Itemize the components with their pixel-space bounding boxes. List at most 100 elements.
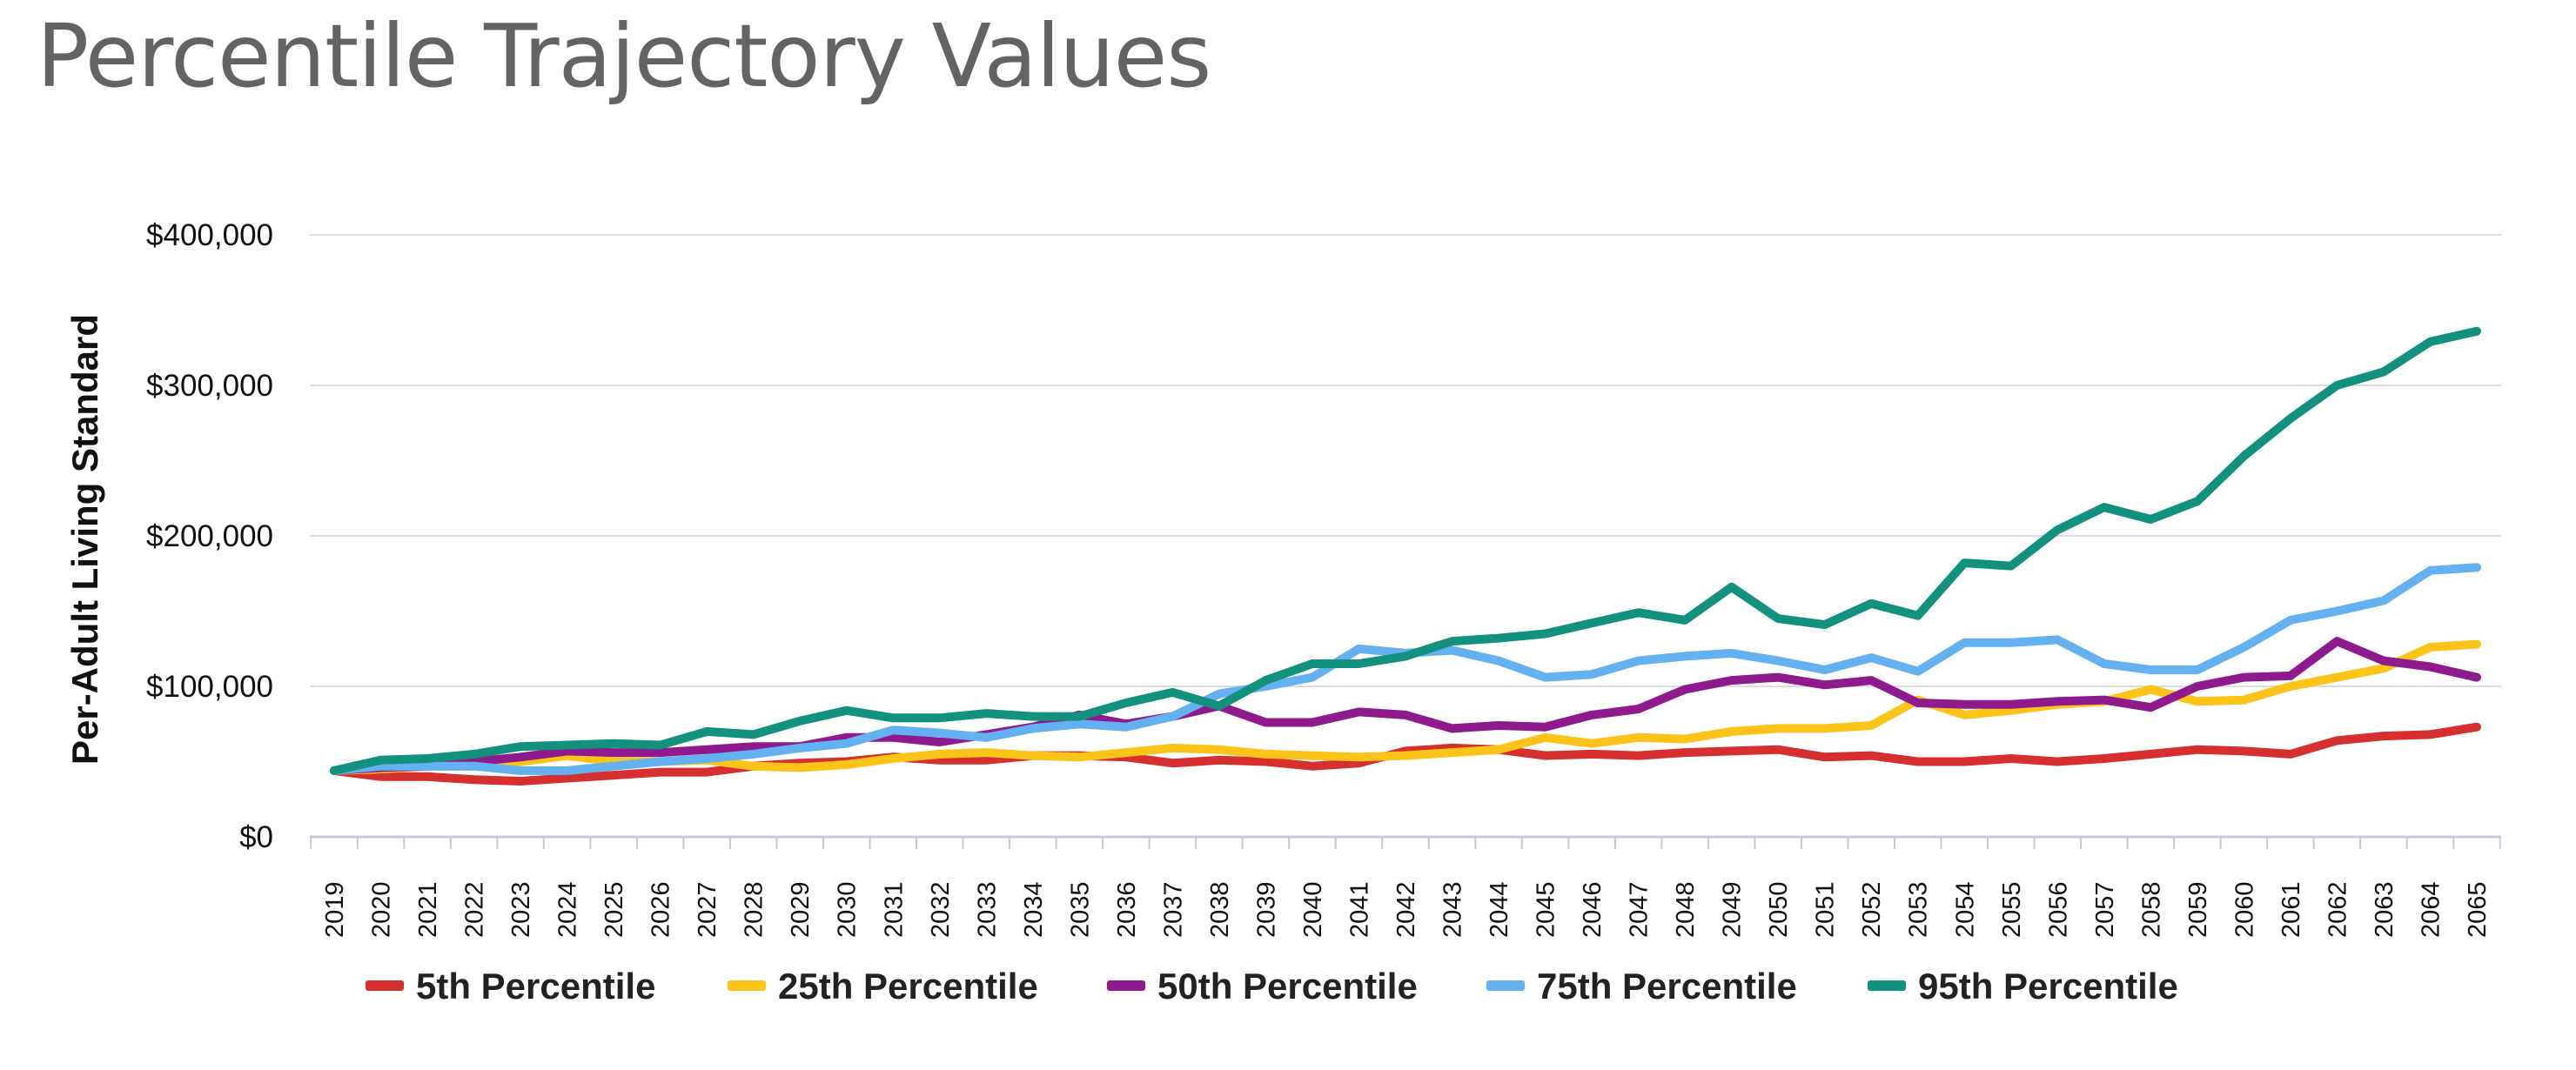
- data-point: [1356, 661, 1362, 666]
- data-point: [1077, 713, 1083, 719]
- data-point: [1403, 752, 1408, 759]
- data-point: [1170, 745, 1176, 751]
- legend-item[interactable]: 25th Percentile: [728, 966, 1038, 1006]
- x-tick-label: 2026: [647, 881, 675, 938]
- x-tick-label: 2024: [554, 881, 582, 938]
- data-point: [378, 757, 384, 763]
- data-point: [2474, 328, 2479, 334]
- data-point: [1868, 752, 1875, 759]
- data-point: [890, 727, 896, 733]
- x-tick-label: 2025: [600, 881, 628, 938]
- data-point: [1962, 712, 1968, 718]
- data-point: [2287, 416, 2293, 422]
- data-point: [2287, 751, 2293, 757]
- x-tick-label: 2063: [2371, 881, 2398, 938]
- data-point: [704, 746, 710, 752]
- x-tick-label: 2046: [1579, 881, 1607, 938]
- y-tick-label: $100,000: [146, 670, 273, 704]
- data-point: [797, 745, 803, 751]
- legend-swatch: [1486, 980, 1525, 991]
- data-point: [704, 728, 710, 734]
- data-point: [2148, 517, 2154, 522]
- data-point: [1310, 661, 1315, 666]
- data-point: [1496, 635, 1501, 641]
- data-point: [518, 779, 524, 784]
- data-point: [1263, 678, 1269, 684]
- data-point: [564, 742, 570, 748]
- page-title: Percentile Trajectory Values: [37, 5, 1211, 107]
- x-tick-label: 2035: [1066, 881, 1094, 938]
- data-point: [332, 767, 337, 773]
- legend-item[interactable]: 5th Percentile: [366, 966, 655, 1006]
- data-point: [1403, 712, 1408, 718]
- data-point: [1775, 746, 1781, 752]
- data-point: [2474, 674, 2479, 680]
- data-point: [2381, 658, 2386, 664]
- data-point: [936, 757, 943, 763]
- data-point: [2381, 733, 2386, 739]
- data-point: [1635, 752, 1641, 759]
- legend-item[interactable]: 50th Percentile: [1107, 966, 1418, 1006]
- data-point: [2194, 699, 2200, 705]
- x-tick-label: 2054: [1951, 881, 1979, 938]
- data-point: [704, 769, 710, 775]
- data-point: [1496, 746, 1501, 752]
- data-point: [843, 707, 849, 713]
- x-tick-label: 2050: [1765, 881, 1793, 938]
- data-point: [2055, 637, 2061, 643]
- data-point: [2427, 338, 2433, 344]
- y-tick-label: $400,000: [146, 218, 273, 252]
- data-point: [1310, 752, 1315, 759]
- data-point: [1216, 691, 1222, 697]
- data-point: [2241, 645, 2247, 650]
- legend-item[interactable]: 75th Percentile: [1486, 966, 1797, 1006]
- data-point: [1728, 748, 1734, 754]
- x-tick-label: 2022: [461, 881, 489, 938]
- data-point: [471, 751, 477, 757]
- data-point: [1449, 750, 1455, 756]
- data-point: [1635, 658, 1641, 664]
- data-point: [378, 773, 384, 779]
- x-tick-label: 2036: [1113, 881, 1141, 938]
- data-point: [1775, 674, 1781, 680]
- x-tick-label: 2039: [1252, 881, 1280, 938]
- data-point: [518, 744, 524, 750]
- gridlines: [310, 234, 2501, 687]
- data-point: [2194, 684, 2200, 689]
- data-point: [1962, 701, 1968, 707]
- legend: 5th Percentile 25th Percentile 50th Percen…: [366, 966, 2178, 1006]
- x-tick-label: 2029: [787, 881, 815, 938]
- data-point: [2101, 756, 2107, 761]
- data-point: [2474, 565, 2479, 571]
- data-point: [1449, 647, 1455, 653]
- data-point: [1589, 672, 1595, 678]
- data-point: [1542, 734, 1548, 740]
- data-point: [750, 732, 756, 738]
- x-tick-label: 2034: [1020, 881, 1048, 938]
- data-point: [750, 751, 756, 757]
- data-point: [2334, 608, 2340, 614]
- data-point: [704, 756, 710, 761]
- data-point: [2427, 732, 2433, 738]
- legend-swatch: [1868, 980, 1906, 991]
- data-point: [936, 730, 943, 736]
- y-tick-label: $300,000: [146, 369, 273, 403]
- data-point: [564, 775, 570, 781]
- x-tick-label: 2053: [1905, 881, 1933, 938]
- data-point: [1356, 709, 1362, 715]
- y-axis-ticks: $0 $100,000 $200,000 $300,000 $400,000: [146, 218, 273, 854]
- data-point: [1775, 616, 1781, 622]
- data-point: [2241, 453, 2247, 459]
- data-point: [1449, 639, 1455, 645]
- x-tick-label: 2031: [880, 881, 908, 938]
- x-tick-label: 2044: [1486, 881, 1513, 938]
- legend-item[interactable]: 95th Percentile: [1868, 966, 2178, 1006]
- legend-label: 50th Percentile: [1157, 966, 1418, 1006]
- data-point: [1263, 719, 1269, 726]
- data-point: [1449, 726, 1455, 732]
- data-point: [2194, 667, 2200, 672]
- data-point: [1170, 689, 1176, 695]
- data-point: [1170, 713, 1176, 719]
- data-point: [1821, 622, 1828, 628]
